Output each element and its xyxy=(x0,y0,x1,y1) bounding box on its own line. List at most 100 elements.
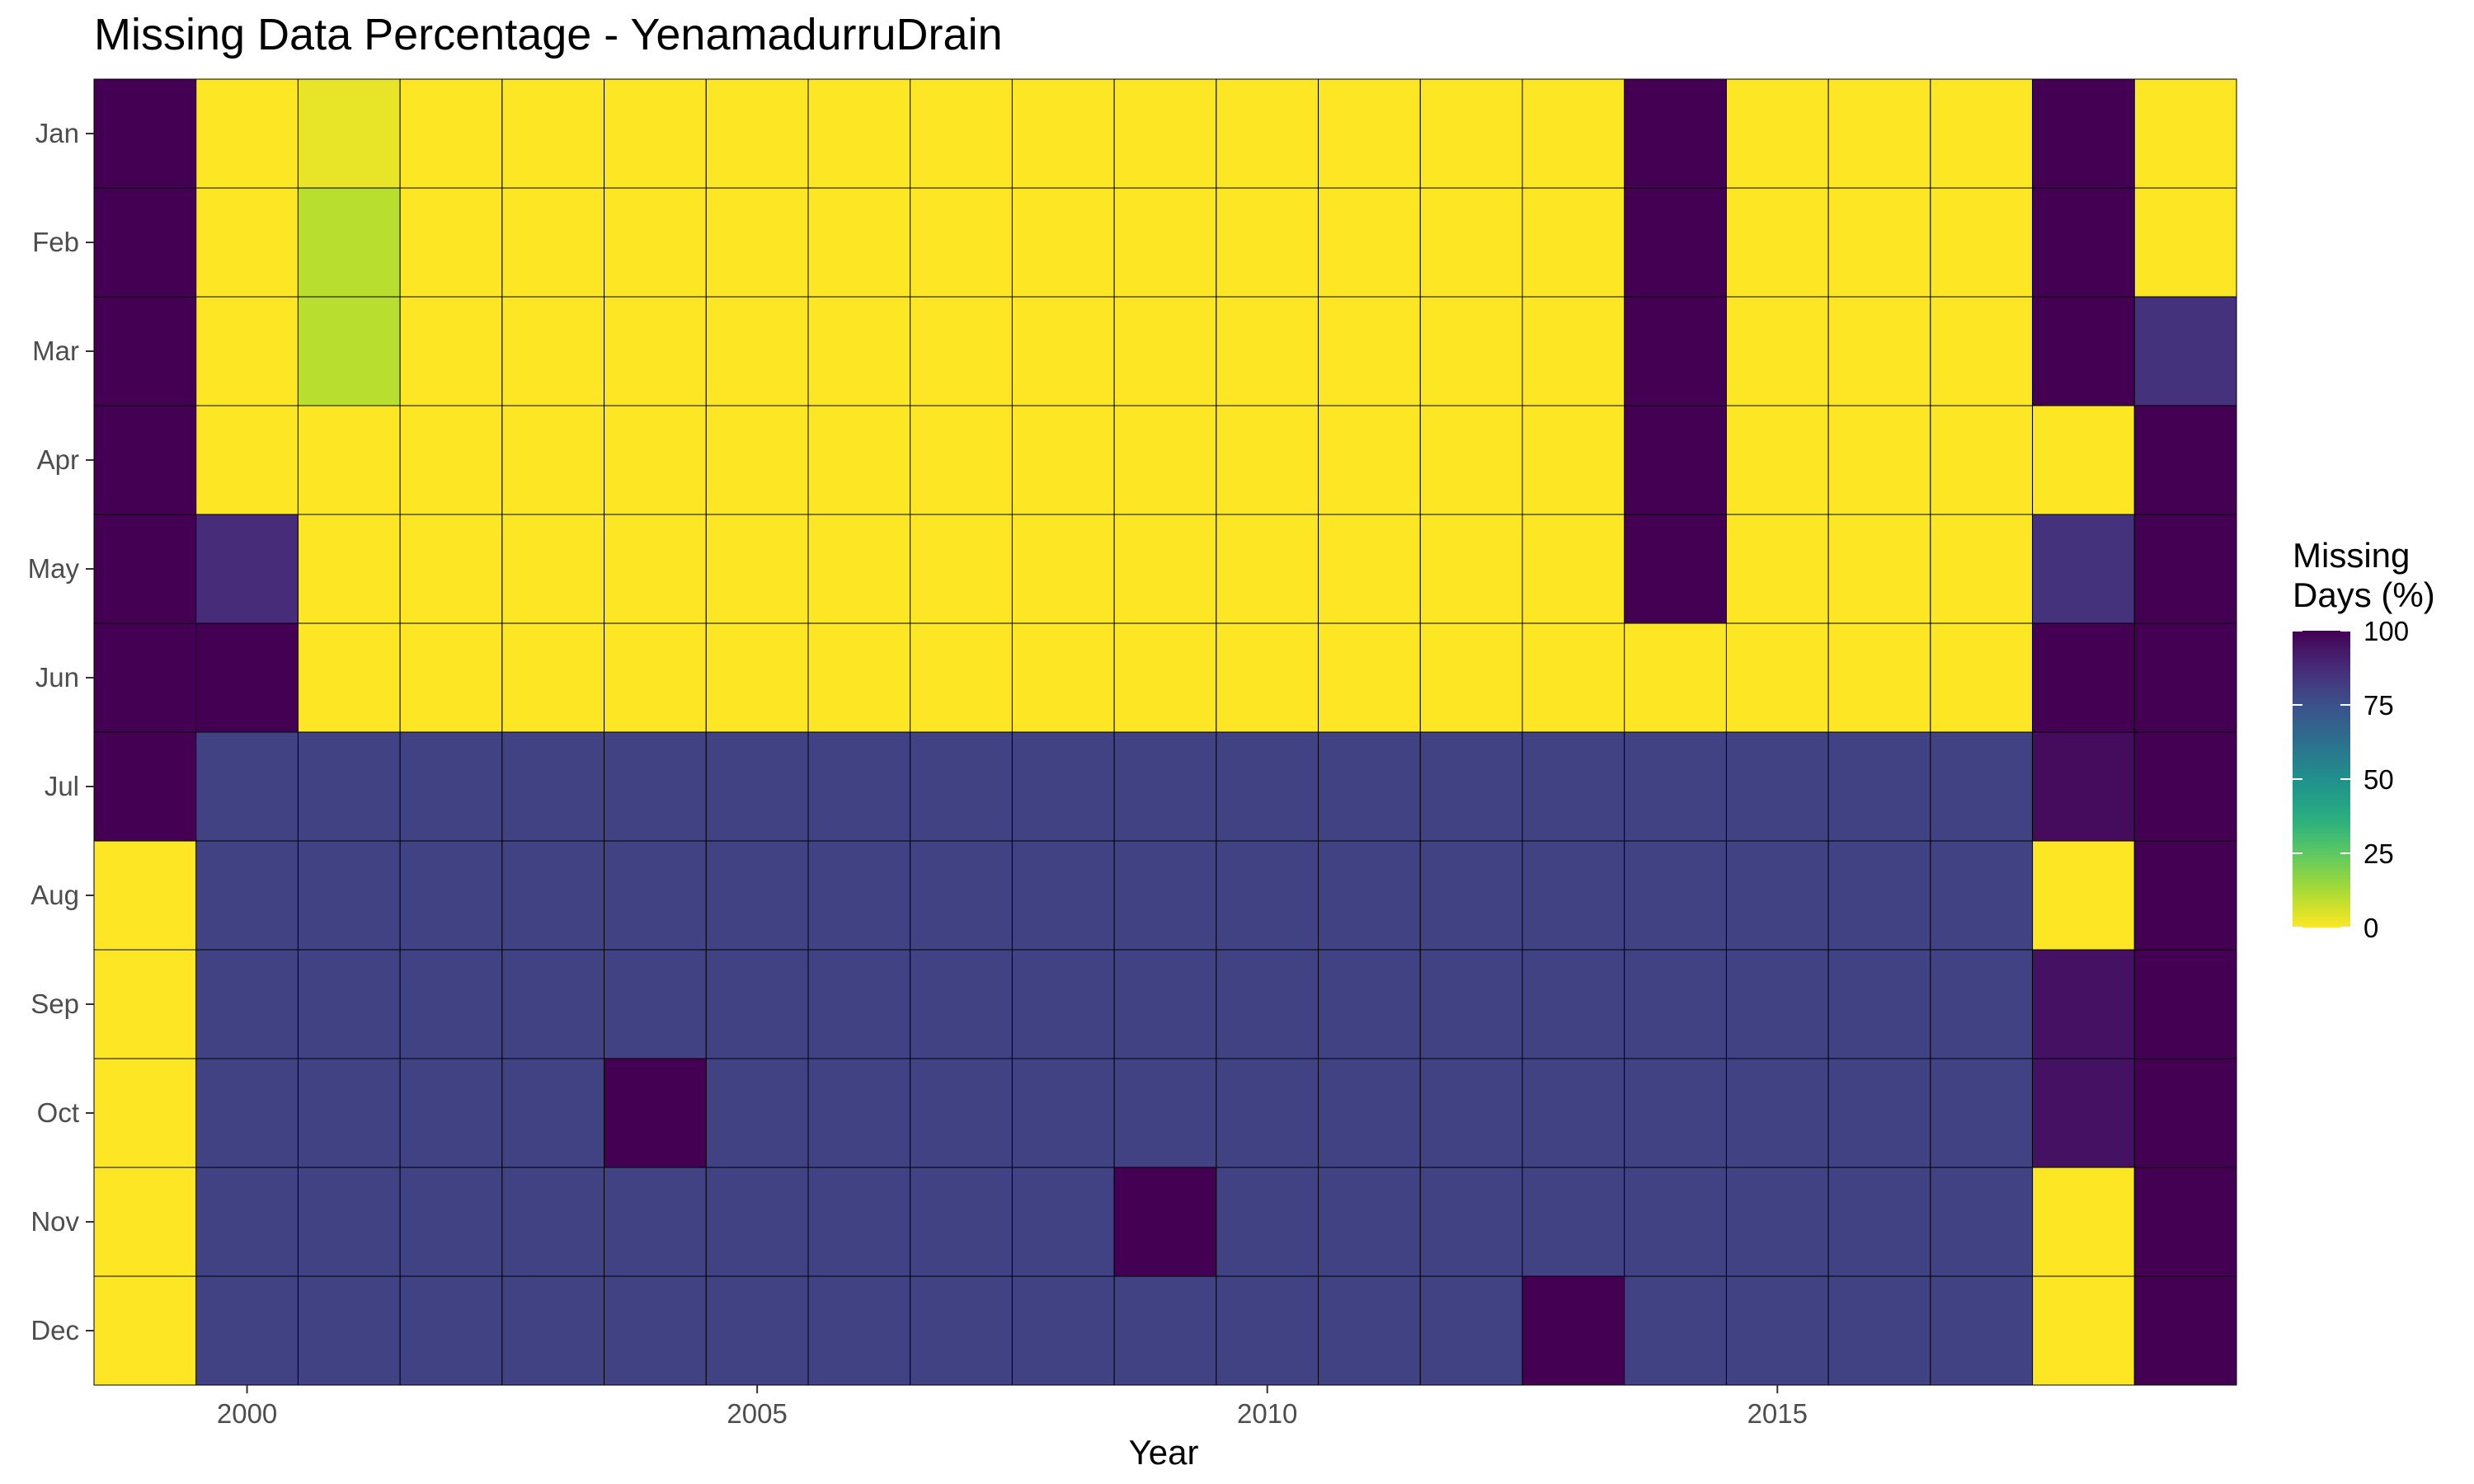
heatmap-cell-dec-2008 xyxy=(1011,1275,1115,1386)
y-axis: Jan Feb Mar Apr May Jun Jul Aug Sep Oct Nov Dec xyxy=(28,118,94,1345)
heatmap-cell-oct-2018 xyxy=(2032,1058,2135,1168)
heatmap-cell-jan-2000 xyxy=(195,78,299,189)
y-tick-label: Oct xyxy=(37,1097,79,1128)
heatmap-cell-oct-2019 xyxy=(2133,1058,2237,1168)
heatmap-cell-mar-2014 xyxy=(1624,296,1727,406)
heatmap-cell-sep-2004 xyxy=(604,949,707,1059)
heatmap-cell-oct-2003 xyxy=(501,1058,605,1168)
heatmap-cell-may-2017 xyxy=(1930,514,2034,624)
heatmap-cell-feb-2005 xyxy=(705,187,809,298)
heatmap-cell-aug-2005 xyxy=(705,840,809,951)
heatmap-cell-may-2014 xyxy=(1624,514,1727,624)
heatmap-cell-jul-2014 xyxy=(1624,731,1727,842)
heatmap-cell-apr-2012 xyxy=(1419,405,1523,515)
y-tick-label: Apr xyxy=(37,444,79,475)
heatmap-cell-mar-2019 xyxy=(2133,296,2237,406)
heatmap-cell-dec-2010 xyxy=(1216,1275,1319,1386)
heatmap-cell-jul-2006 xyxy=(807,731,911,842)
legend-tick-label: 25 xyxy=(2363,838,2394,869)
heatmap-cell-jun-2003 xyxy=(501,622,605,733)
heatmap-cell-sep-2000 xyxy=(195,949,299,1059)
heatmap-cell-may-2018 xyxy=(2032,514,2135,624)
heatmap-cell-jun-2008 xyxy=(1011,622,1115,733)
heatmap-cell-may-2012 xyxy=(1419,514,1523,624)
legend-tick-label: 75 xyxy=(2363,690,2394,721)
heatmap-cell-aug-2015 xyxy=(1725,840,1829,951)
heatmap-cell-oct-2014 xyxy=(1624,1058,1727,1168)
heatmap-cell-jan-2010 xyxy=(1216,78,1319,189)
heatmap-cell-oct-2009 xyxy=(1113,1058,1217,1168)
heatmap-cell-sep-1999 xyxy=(93,949,197,1059)
heatmap-cell-apr-2002 xyxy=(399,405,503,515)
x-axis: 2000 2005 2010 2015 xyxy=(217,1385,1808,1429)
heatmap-cell-sep-2013 xyxy=(1522,949,1625,1059)
heatmap-cell-sep-2019 xyxy=(2133,949,2237,1059)
heatmap-cell-aug-2016 xyxy=(1827,840,1931,951)
heatmap-cell-jul-2003 xyxy=(501,731,605,842)
heatmap-cell-dec-2018 xyxy=(2032,1275,2135,1386)
y-tick-label: Jan xyxy=(35,118,79,148)
y-tick-label: Dec xyxy=(31,1315,79,1345)
heatmap-cell-oct-2001 xyxy=(297,1058,401,1168)
heatmap-cell-jan-2008 xyxy=(1011,78,1115,189)
heatmap-cell-jul-2012 xyxy=(1419,731,1523,842)
heatmap-cell-mar-2007 xyxy=(910,296,1013,406)
y-tick-label: Jun xyxy=(35,662,79,693)
heatmap-cell-nov-2008 xyxy=(1011,1167,1115,1277)
heatmap-cell-aug-2011 xyxy=(1318,840,1421,951)
heatmap-cell-aug-2001 xyxy=(297,840,401,951)
heatmap-cell-jan-2001 xyxy=(297,78,401,189)
y-tick-label: May xyxy=(28,553,80,584)
legend-tick-label: 50 xyxy=(2363,764,2394,795)
heatmap-cell-apr-2003 xyxy=(501,405,605,515)
heatmap-cell-nov-2018 xyxy=(2032,1167,2135,1277)
heatmap-cell-nov-2010 xyxy=(1216,1167,1319,1277)
heatmap-cell-mar-2010 xyxy=(1216,296,1319,406)
heatmap-cell-sep-2012 xyxy=(1419,949,1523,1059)
heatmap-cell-dec-2016 xyxy=(1827,1275,1931,1386)
heatmap-cell-nov-2009 xyxy=(1113,1167,1217,1277)
heatmap-cell-may-2002 xyxy=(399,514,503,624)
heatmap-cell-may-1999 xyxy=(93,514,197,624)
heatmap-cell-apr-2010 xyxy=(1216,405,1319,515)
x-axis-title: Year xyxy=(1129,1433,1199,1472)
heatmap-cell-aug-2014 xyxy=(1624,840,1727,951)
heatmap-cell-nov-2004 xyxy=(604,1167,707,1277)
heatmap-cell-apr-2017 xyxy=(1930,405,2034,515)
legend-tick-label: 100 xyxy=(2363,616,2409,646)
heatmap-cell-jun-2001 xyxy=(297,622,401,733)
heatmap-cell-dec-2006 xyxy=(807,1275,911,1386)
heatmap-cell-may-2008 xyxy=(1011,514,1115,624)
heatmap-cell-feb-2014 xyxy=(1624,187,1727,298)
heatmap-cell-nov-2014 xyxy=(1624,1167,1727,1277)
heatmap-cell-dec-1999 xyxy=(93,1275,197,1386)
heatmap-cell-feb-2008 xyxy=(1011,187,1115,298)
heatmap-cell-aug-2000 xyxy=(195,840,299,951)
heatmap-cell-jan-2015 xyxy=(1725,78,1829,189)
heatmap-cell-oct-2006 xyxy=(807,1058,911,1168)
heatmap-cell-jul-2010 xyxy=(1216,731,1319,842)
heatmap-cell-jul-2013 xyxy=(1522,731,1625,842)
heatmap-cell-jan-2014 xyxy=(1624,78,1727,189)
heatmap-cell-apr-2013 xyxy=(1522,405,1625,515)
heatmap-cell-jan-2017 xyxy=(1930,78,2034,189)
heatmap-cell-nov-2006 xyxy=(807,1167,911,1277)
heatmap-cell-mar-2001 xyxy=(297,296,401,406)
heatmap-cell-jul-2018 xyxy=(2032,731,2135,842)
heatmap-cell-mar-2013 xyxy=(1522,296,1625,406)
heatmap-cell-mar-2008 xyxy=(1011,296,1115,406)
heatmap-cell-dec-2017 xyxy=(1930,1275,2034,1386)
heatmap-cell-apr-2009 xyxy=(1113,405,1217,515)
heatmap-cell-jan-2018 xyxy=(2032,78,2135,189)
heatmap-cell-oct-2016 xyxy=(1827,1058,1931,1168)
heatmap-cell-jun-2017 xyxy=(1930,622,2034,733)
heatmap-cell-oct-2010 xyxy=(1216,1058,1319,1168)
heatmap-cell-feb-2004 xyxy=(604,187,707,298)
heatmap-cell-feb-2002 xyxy=(399,187,503,298)
heatmap-cell-jan-2007 xyxy=(910,78,1013,189)
heatmap-cell-feb-1999 xyxy=(93,187,197,298)
heatmap-cell-jan-1999 xyxy=(93,78,197,189)
heatmap-cell-apr-2014 xyxy=(1624,405,1727,515)
heatmap-cell-jun-2013 xyxy=(1522,622,1625,733)
heatmap-cell-dec-2001 xyxy=(297,1275,401,1386)
